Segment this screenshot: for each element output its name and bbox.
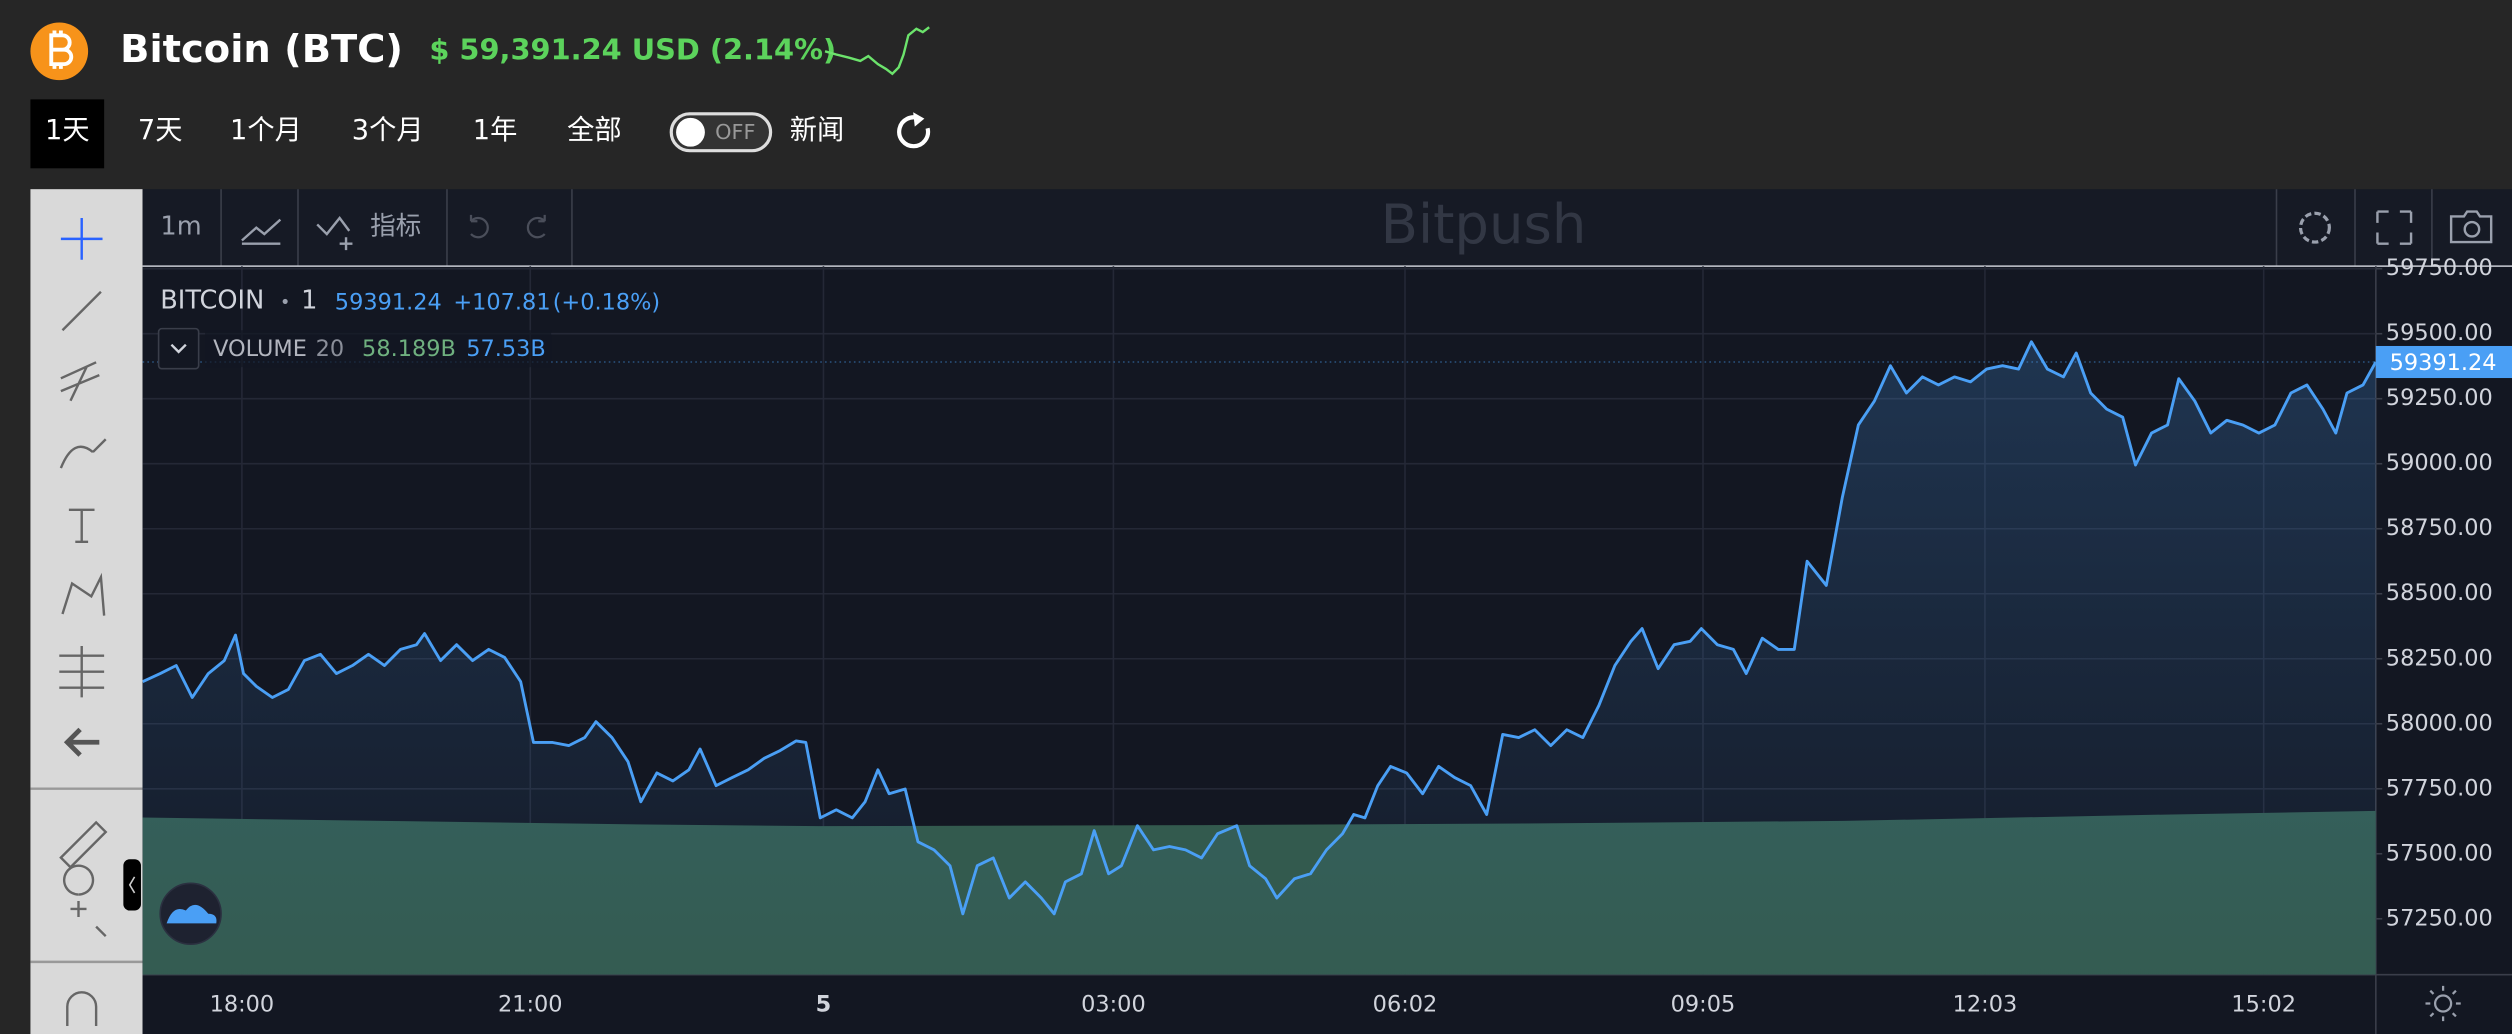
period-tab[interactable]: 全部 <box>567 115 621 146</box>
period-tab[interactable]: 1天 <box>45 115 90 146</box>
price-tag <box>2375 345 2512 379</box>
back-tool[interactable] <box>63 727 100 757</box>
indicators-button[interactable]: 指标 <box>370 212 421 242</box>
ruler-tool[interactable] <box>59 820 108 869</box>
y-tick-label: 58500.00 <box>2386 580 2493 606</box>
legend-volume-value: 58.189B <box>362 336 456 362</box>
interval-button[interactable]: 1m <box>160 212 201 242</box>
x-tick-label: 21:00 <box>498 992 563 1018</box>
zoom-tool[interactable] <box>62 864 107 938</box>
refresh-arrow <box>913 112 925 127</box>
coin-title: Bitcoin (BTC) <box>120 27 403 72</box>
price-area <box>142 341 2376 975</box>
magnet-tool[interactable] <box>66 991 98 1026</box>
axes: 57250.00 57500.00 57750.00 58000.00 58250.00… <box>210 255 2512 1018</box>
toggle-label: OFF <box>715 120 755 144</box>
y-tick-label: 58000.00 <box>2386 710 2493 736</box>
x-tick-label: 03:00 <box>1081 992 1146 1018</box>
sparkline <box>824 26 930 76</box>
undo-icon[interactable] <box>469 214 489 239</box>
legend-volume-period: 20 <box>316 336 345 362</box>
watermark: Bitpush <box>1381 192 1587 256</box>
theme-icon[interactable] <box>2433 994 2453 1013</box>
y-tick-label: 58750.00 <box>2386 515 2493 541</box>
legend-change-pct: (+0.18%) <box>553 289 660 315</box>
settings-icon[interactable] <box>2298 211 2331 244</box>
y-tick-label: 57500.00 <box>2386 840 2493 866</box>
fib-tool[interactable] <box>60 361 100 402</box>
legend-symbol: BITCOIN <box>160 285 264 315</box>
y-tick-label: 58250.00 <box>2386 645 2493 671</box>
line-tool[interactable] <box>61 290 102 332</box>
brush-tool[interactable] <box>59 438 107 469</box>
collapse-tab[interactable] <box>123 859 141 911</box>
redo-icon[interactable] <box>526 214 546 239</box>
toggle-knob <box>676 117 705 147</box>
legend-volume: VOLUME <box>213 336 307 362</box>
brand-cloud <box>166 904 217 924</box>
camera-lens <box>2463 220 2481 238</box>
x-tick-label: 18:00 <box>210 992 275 1018</box>
tool-icons <box>30 218 143 1026</box>
chart-toolbar <box>142 189 2512 267</box>
text-tool[interactable] <box>68 508 95 544</box>
legend-last: 59391.24 <box>335 289 442 315</box>
legend-interval: 1 <box>301 285 317 315</box>
legend-bg <box>205 330 552 368</box>
collapse-arrow <box>128 876 136 894</box>
x-tick-label: 06:02 <box>1373 992 1438 1018</box>
legend: BITCOIN 1 59391.24 +107.81 (+0.18%) VOLU… <box>157 285 660 370</box>
tabs: 1天 7天 1个月 3个月 1年 全部 <box>45 115 622 146</box>
y-tick-label: 57750.00 <box>2386 775 2493 801</box>
screenshot-icon[interactable] <box>2449 210 2493 244</box>
legend-toggle[interactable] <box>157 327 200 370</box>
x-tick-label: 15:02 <box>2231 992 2296 1018</box>
price-tag-label: 59391.24 <box>2390 350 2497 376</box>
tab-selected-bg <box>30 99 105 169</box>
legend-volume-ma: 57.53B <box>466 336 546 362</box>
legend-change: +107.81 <box>453 289 550 315</box>
chart-type-icon[interactable] <box>241 218 282 245</box>
news-link[interactable]: 新闻 <box>790 115 844 146</box>
coin-price: $ 59,391.24 USD (2.14%) <box>429 32 836 66</box>
indicator-icon <box>316 216 353 251</box>
refresh-icon[interactable] <box>897 115 931 149</box>
y-tick-label: 59500.00 <box>2386 320 2493 346</box>
crosshair-tool[interactable] <box>60 218 103 260</box>
chevron <box>170 343 187 354</box>
price-line <box>142 340 2376 916</box>
x-tick-label: 5 <box>816 992 832 1018</box>
btc-glyph <box>49 30 74 69</box>
period-tab[interactable]: 1个月 <box>230 115 302 146</box>
plot <box>142 266 2376 975</box>
y-tick-label: 59000.00 <box>2386 450 2493 476</box>
y-tick-label: 59750.00 <box>2386 255 2493 281</box>
fullscreen-icon[interactable] <box>2376 210 2413 245</box>
period-tab[interactable]: 3个月 <box>352 115 424 146</box>
pattern-tool[interactable] <box>61 572 106 616</box>
y-tick-label: 59250.00 <box>2386 385 2493 411</box>
period-tab[interactable]: 1年 <box>473 115 518 146</box>
y-tick-label: 57250.00 <box>2386 905 2493 931</box>
measure-tool[interactable] <box>59 646 105 698</box>
period-tab[interactable]: 7天 <box>138 115 183 146</box>
toolbar-separators <box>220 189 2433 267</box>
legend-dot <box>282 298 288 304</box>
theme-rays <box>2425 985 2461 1022</box>
x-tick-label: 09:05 <box>1671 992 1736 1018</box>
x-tick-label: 12:03 <box>1953 992 2018 1018</box>
